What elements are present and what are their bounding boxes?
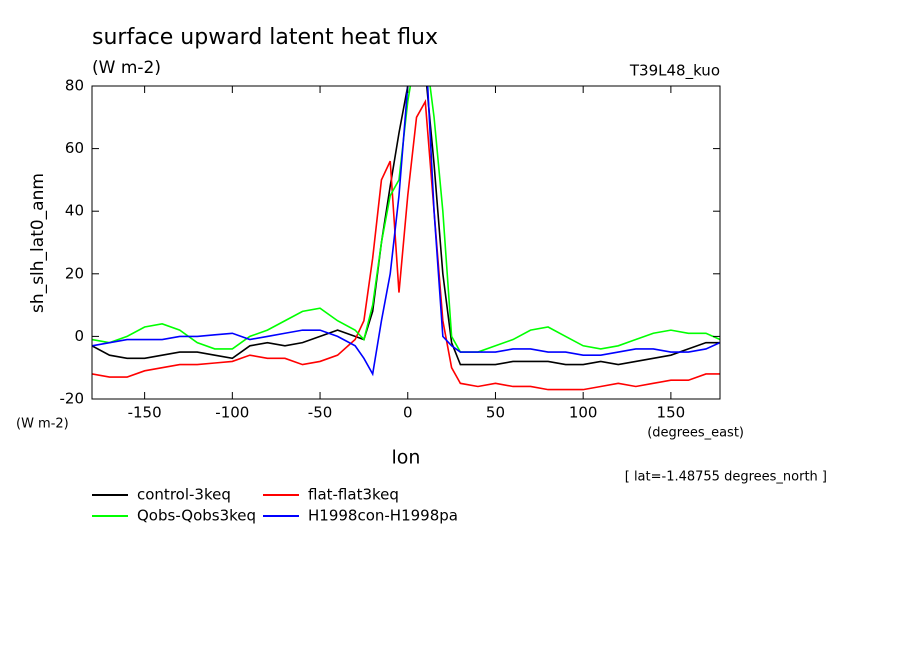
- x-units: (degrees_east): [647, 426, 744, 441]
- y-tick-label: 60: [65, 139, 84, 157]
- chart-subtitle: (W m-2): [92, 58, 161, 78]
- series-line: [92, 98, 720, 391]
- x-tick-label: 0: [403, 404, 413, 422]
- x-tick-label: -150: [128, 404, 162, 422]
- chart-title: surface upward latent heat flux: [92, 25, 438, 50]
- y-tick-label: 40: [65, 202, 84, 220]
- series-line: [92, 86, 720, 353]
- x-tick-label: -100: [215, 404, 249, 422]
- x-tick-label: 100: [569, 404, 598, 422]
- y-tick-label: 80: [65, 77, 84, 95]
- y-tick-label: -20: [60, 390, 85, 408]
- y-tick-label: 20: [65, 264, 84, 282]
- legend-label: Qobs-Qobs3keq: [137, 507, 256, 525]
- run-label: T39L48_kuo: [629, 62, 720, 81]
- y-axis-label: sh_slh_lat0_anm: [28, 173, 48, 313]
- legend-label: control-3keq: [137, 486, 231, 504]
- series-line: [92, 86, 720, 366]
- series-line: [92, 86, 720, 377]
- note: [ lat=-1.48755 degrees_north ]: [625, 470, 827, 485]
- x-tick-label: 150: [657, 404, 686, 422]
- x-axis-label: lon: [392, 447, 421, 469]
- legend-label: H1998con-H1998pa: [308, 507, 458, 525]
- x-tick-label: 50: [486, 404, 505, 422]
- y-units: (W m-2): [16, 417, 69, 432]
- legend-label: flat-flat3keq: [308, 486, 399, 504]
- axes-frame: [91, 85, 721, 400]
- plot-area: [92, 86, 720, 391]
- x-tick-label: -50: [308, 404, 333, 422]
- y-tick-label: 0: [74, 327, 84, 345]
